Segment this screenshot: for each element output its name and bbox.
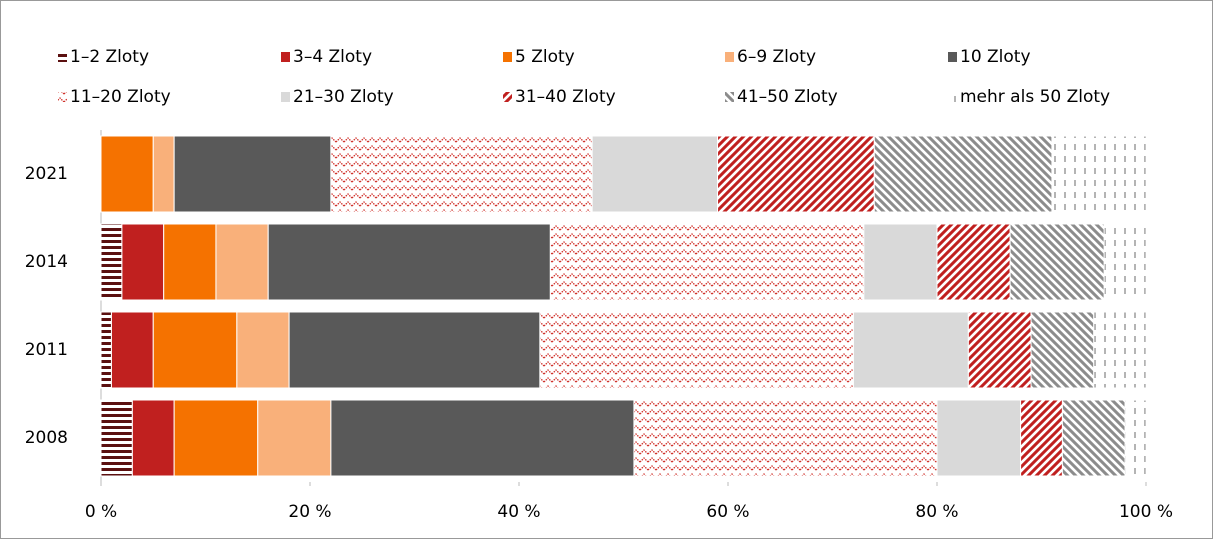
bar-segment	[163, 223, 217, 301]
bar-segment	[100, 399, 133, 477]
x-tick-label: 40 %	[497, 502, 540, 522]
y-tick-label: 2008	[25, 428, 68, 448]
y-tick-label: 2021	[25, 164, 68, 184]
bar-segment	[1009, 223, 1105, 301]
bar-segment	[549, 223, 865, 301]
bar-segment	[100, 135, 154, 213]
x-tick-label: 60 %	[706, 502, 749, 522]
legend-swatch	[948, 52, 957, 62]
legend-label: 3–4 Zloty	[293, 47, 372, 67]
bar-segment	[936, 399, 1022, 477]
bar-segment	[288, 311, 541, 389]
bar-segment	[967, 311, 1032, 389]
bar-segment	[852, 311, 969, 389]
bar-segment	[633, 399, 938, 477]
bar-segment	[1051, 135, 1147, 213]
bar-segment	[257, 399, 332, 477]
bar-segment	[863, 223, 938, 301]
legend-label: 5 Zloty	[515, 47, 575, 67]
bar-segment	[330, 135, 593, 213]
bar-segment	[215, 223, 269, 301]
bar-segment	[100, 223, 123, 301]
legend-swatch	[281, 92, 290, 102]
bar-segment	[591, 135, 719, 213]
bar-segment	[110, 311, 154, 389]
legend-swatch	[725, 92, 734, 102]
legend-swatch	[281, 52, 290, 62]
bar-segment	[173, 399, 259, 477]
bar-segment	[152, 135, 175, 213]
bar-segment	[1103, 223, 1147, 301]
x-tick-label: 20 %	[288, 502, 331, 522]
bar-segment	[1030, 311, 1095, 389]
bar-segment	[236, 311, 290, 389]
legend-swatch	[58, 52, 67, 62]
y-tick-label: 2011	[25, 340, 68, 360]
bar-segment	[152, 311, 238, 389]
bar-segment	[1093, 311, 1147, 389]
legend-swatch	[503, 92, 512, 102]
bar-segment	[873, 135, 1053, 213]
bar-segment	[717, 135, 875, 213]
bar-segment	[1061, 399, 1126, 477]
legend-label: 21–30 Zloty	[293, 87, 394, 107]
x-tick-label: 100 %	[1119, 502, 1173, 522]
bar-segment	[173, 135, 332, 213]
legend-label: mehr als 50 Zloty	[960, 87, 1110, 107]
bar-segment	[1124, 399, 1147, 477]
bar-segment	[131, 399, 175, 477]
legend-label: 10 Zloty	[960, 47, 1031, 67]
legend-label: 6–9 Zloty	[737, 47, 816, 67]
legend-swatch	[503, 52, 512, 62]
bar-segment	[936, 223, 1011, 301]
legend-label: 1–2 Zloty	[70, 47, 149, 67]
x-tick-label: 80 %	[915, 502, 958, 522]
y-tick-label: 2014	[25, 252, 68, 272]
bar-segment	[330, 399, 635, 477]
bar-segment	[121, 223, 165, 301]
x-tick-label: 0 %	[85, 502, 117, 522]
bar-segment	[100, 311, 112, 389]
legend-swatch	[948, 92, 957, 102]
bar-segment	[267, 223, 551, 301]
legend-label: 31–40 Zloty	[515, 87, 616, 107]
legend-label: 11–20 Zloty	[70, 87, 171, 107]
legend-swatch	[58, 92, 67, 102]
bar-segment	[539, 311, 854, 389]
legend-label: 41–50 Zloty	[737, 87, 838, 107]
bar-segment	[1020, 399, 1063, 477]
legend-swatch	[725, 52, 734, 62]
